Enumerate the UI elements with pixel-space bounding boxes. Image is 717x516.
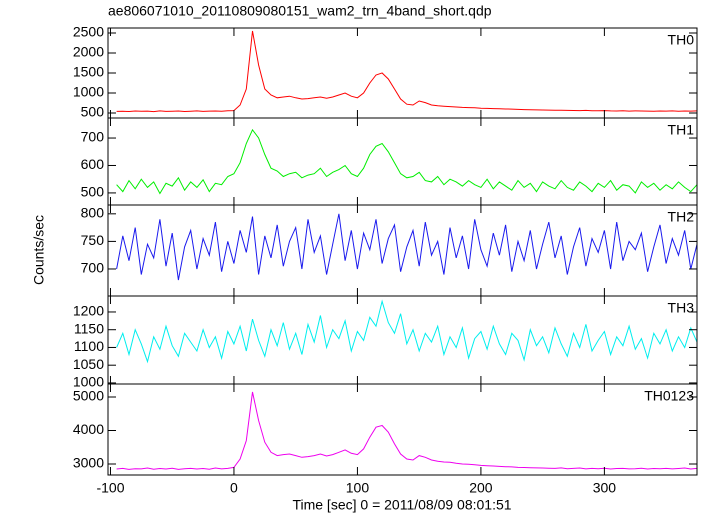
panel-frame (107, 383, 698, 476)
panel-frame (107, 117, 698, 206)
data-line (116, 299, 698, 364)
y-tick-label: 1050 (73, 356, 104, 372)
y-tick-label: 700 (81, 129, 105, 145)
y-tick-label: 1150 (74, 320, 104, 336)
x-axis-label: Time [sec] 0 = 2011/08/09 08:01:51 (292, 497, 511, 513)
panel-label: TH1 (668, 122, 695, 138)
data-line (116, 391, 698, 470)
y-tick-label: 3000 (73, 455, 104, 471)
x-tick-label: -100 (96, 480, 124, 496)
y-axis-label: Counts/sec (31, 215, 47, 285)
y-tick-label: 1500 (73, 64, 104, 80)
panel-frame (107, 27, 698, 119)
y-tick-label: 500 (81, 184, 105, 200)
y-tick-label: 1200 (73, 303, 104, 319)
x-tick-label: 0 (230, 480, 238, 496)
y-tick-label: 800 (81, 205, 105, 221)
panel-label: TH2 (668, 209, 695, 225)
panel-label: TH0 (668, 32, 695, 48)
data-line (116, 213, 698, 281)
x-tick-label: 100 (346, 480, 370, 496)
data-line (116, 128, 698, 195)
panel-label: TH3 (668, 300, 695, 316)
chart-title: ae806071010_20110809080151_wam2_trn_4ban… (108, 3, 492, 19)
y-tick-label: 1000 (73, 84, 104, 100)
y-tick-label: 1000 (73, 374, 104, 390)
x-tick-label: 300 (593, 480, 617, 496)
y-tick-label: 4000 (73, 421, 104, 437)
x-tick-label: 200 (469, 480, 493, 496)
y-tick-label: 1100 (74, 338, 104, 354)
y-tick-label: 5000 (73, 388, 104, 404)
y-tick-label: 600 (81, 156, 105, 172)
panel-label: TH0123 (644, 388, 694, 404)
y-tick-label: 2500 (73, 24, 104, 40)
panel-frame (107, 204, 698, 297)
y-tick-label: 2000 (73, 44, 104, 60)
y-tick-label: 700 (81, 260, 105, 276)
panel-frame (107, 295, 698, 385)
y-tick-label: 500 (81, 104, 105, 120)
data-line (116, 30, 698, 113)
y-tick-label: 750 (81, 232, 105, 248)
